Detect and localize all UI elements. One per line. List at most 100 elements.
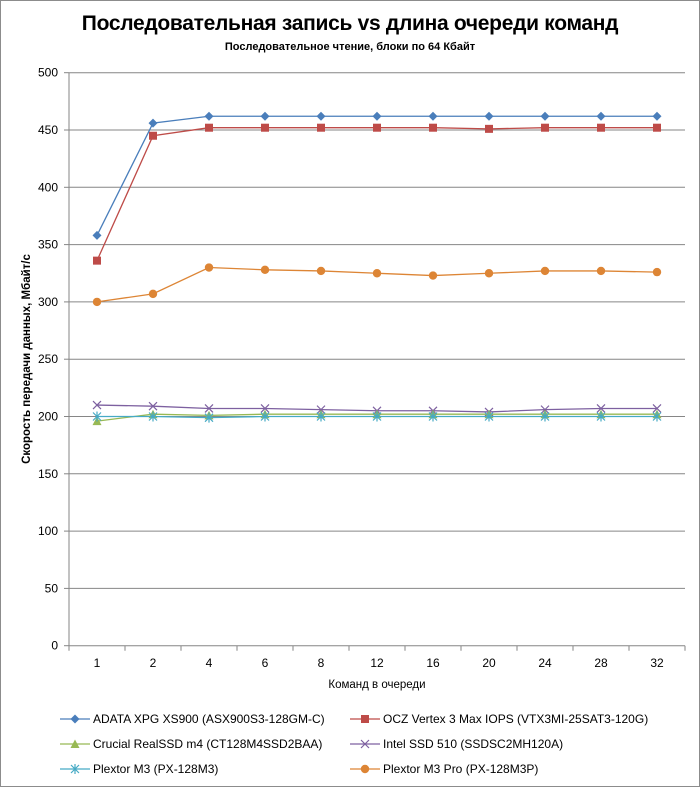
series-1 bbox=[93, 123, 661, 265]
chart-title: Последовательная запись vs длина очереди… bbox=[81, 12, 619, 35]
data-point bbox=[317, 123, 325, 132]
legend-marker bbox=[361, 715, 369, 723]
data-point bbox=[148, 118, 158, 128]
legend-marker bbox=[70, 714, 80, 724]
data-point bbox=[316, 411, 326, 422]
data-point bbox=[260, 411, 270, 422]
x-tick-label: 16 bbox=[426, 656, 440, 670]
data-point bbox=[92, 400, 102, 410]
data-point bbox=[428, 271, 438, 280]
legend-item: OCZ Vertex 3 Max IOPS (VTX3MI-25SAT3-120… bbox=[350, 710, 648, 728]
data-point bbox=[204, 111, 214, 121]
data-point bbox=[484, 411, 494, 422]
data-point bbox=[93, 256, 101, 265]
data-point bbox=[652, 404, 662, 413]
x-axis-title: Команд в очереди bbox=[328, 679, 425, 691]
y-tick-label: 350 bbox=[38, 238, 58, 252]
data-point bbox=[652, 411, 662, 422]
x-tick-label: 24 bbox=[538, 656, 552, 670]
data-point bbox=[316, 111, 326, 121]
legend-label: ADATA XPG XS900 (ASX900S3-128GM-C) bbox=[93, 712, 325, 726]
series-layer bbox=[92, 111, 662, 426]
y-axis-title: Скорость передачи данных, Мбайт/с bbox=[21, 254, 33, 464]
data-point bbox=[485, 124, 493, 133]
y-tick-label: 400 bbox=[38, 180, 58, 194]
data-point bbox=[596, 111, 606, 121]
y-tick-label: 500 bbox=[38, 66, 58, 80]
legend-star-icon bbox=[60, 764, 90, 774]
data-point bbox=[149, 131, 157, 140]
data-point bbox=[540, 266, 550, 276]
y-tick-label: 300 bbox=[38, 295, 58, 309]
y-tick-label: 250 bbox=[38, 352, 58, 366]
data-point bbox=[372, 411, 382, 422]
legend-item: Plextor M3 (PX-128M3) bbox=[60, 760, 218, 778]
data-point bbox=[540, 405, 550, 415]
x-tick-label: 20 bbox=[482, 656, 496, 670]
series-5 bbox=[92, 263, 662, 307]
x-axis-ticks: 1 2 4 6 8 12 16 20 24 28 32 bbox=[68, 645, 686, 670]
data-point bbox=[204, 263, 214, 272]
legend-marker bbox=[70, 739, 80, 748]
data-point bbox=[541, 123, 549, 132]
data-point bbox=[596, 411, 606, 422]
legend-triangle-icon bbox=[60, 739, 90, 748]
y-axis-ticks: 0 50 100 150 200 250 300 350 400 450 500 bbox=[38, 66, 69, 653]
series-line bbox=[96, 127, 657, 261]
data-point bbox=[484, 111, 494, 121]
data-point bbox=[260, 111, 270, 121]
legend-marker bbox=[360, 739, 370, 749]
data-point bbox=[148, 289, 158, 299]
x-tick-label: 8 bbox=[318, 656, 325, 670]
data-point bbox=[484, 269, 494, 278]
data-point bbox=[316, 405, 326, 415]
legend-item: Plextor M3 Pro (PX-128M3P) bbox=[350, 760, 538, 778]
legend-label: Crucial RealSSD m4 (CT128M4SSD2BAA) bbox=[93, 737, 323, 751]
legend-label: Plextor M3 (PX-128M3) bbox=[93, 762, 219, 776]
gridlines bbox=[69, 72, 685, 589]
y-tick-label: 200 bbox=[38, 410, 58, 424]
data-point bbox=[260, 265, 270, 275]
data-point bbox=[148, 401, 158, 411]
x-tick-label: 12 bbox=[370, 656, 384, 670]
data-point bbox=[428, 411, 438, 422]
data-point bbox=[92, 297, 102, 307]
data-point bbox=[148, 411, 158, 422]
x-tick-label: 2 bbox=[150, 656, 157, 670]
data-point bbox=[92, 230, 102, 240]
x-tick-label: 28 bbox=[594, 656, 608, 670]
data-point bbox=[652, 111, 662, 121]
data-point bbox=[429, 123, 437, 132]
legend-square-icon bbox=[350, 715, 380, 723]
data-point bbox=[540, 111, 550, 121]
data-point bbox=[205, 123, 213, 132]
legend-marker bbox=[70, 764, 80, 774]
y-tick-label: 450 bbox=[38, 123, 58, 137]
y-tick-label: 0 bbox=[51, 639, 58, 653]
data-point bbox=[316, 266, 326, 276]
data-point bbox=[260, 404, 270, 413]
x-tick-label: 1 bbox=[94, 656, 101, 670]
series-line bbox=[96, 115, 657, 236]
data-point bbox=[261, 123, 269, 132]
legend-item: Crucial RealSSD m4 (CT128M4SSD2BAA) bbox=[60, 735, 322, 753]
x-tick-label: 4 bbox=[206, 656, 213, 670]
legend-x-icon bbox=[350, 739, 380, 749]
series-4 bbox=[92, 411, 662, 423]
data-point bbox=[204, 404, 214, 413]
data-point bbox=[204, 412, 214, 423]
legend-diamond-icon bbox=[60, 714, 90, 724]
data-point bbox=[373, 123, 381, 132]
legend-marker bbox=[360, 764, 370, 774]
data-point bbox=[652, 267, 662, 277]
series-0 bbox=[92, 111, 662, 240]
data-point bbox=[596, 266, 606, 276]
legend-label: OCZ Vertex 3 Max IOPS (VTX3MI-25SAT3-120… bbox=[383, 712, 649, 726]
x-tick-label: 6 bbox=[262, 656, 269, 670]
data-point bbox=[540, 411, 550, 422]
data-point bbox=[372, 269, 382, 278]
data-point bbox=[372, 111, 382, 121]
data-point bbox=[92, 411, 102, 422]
